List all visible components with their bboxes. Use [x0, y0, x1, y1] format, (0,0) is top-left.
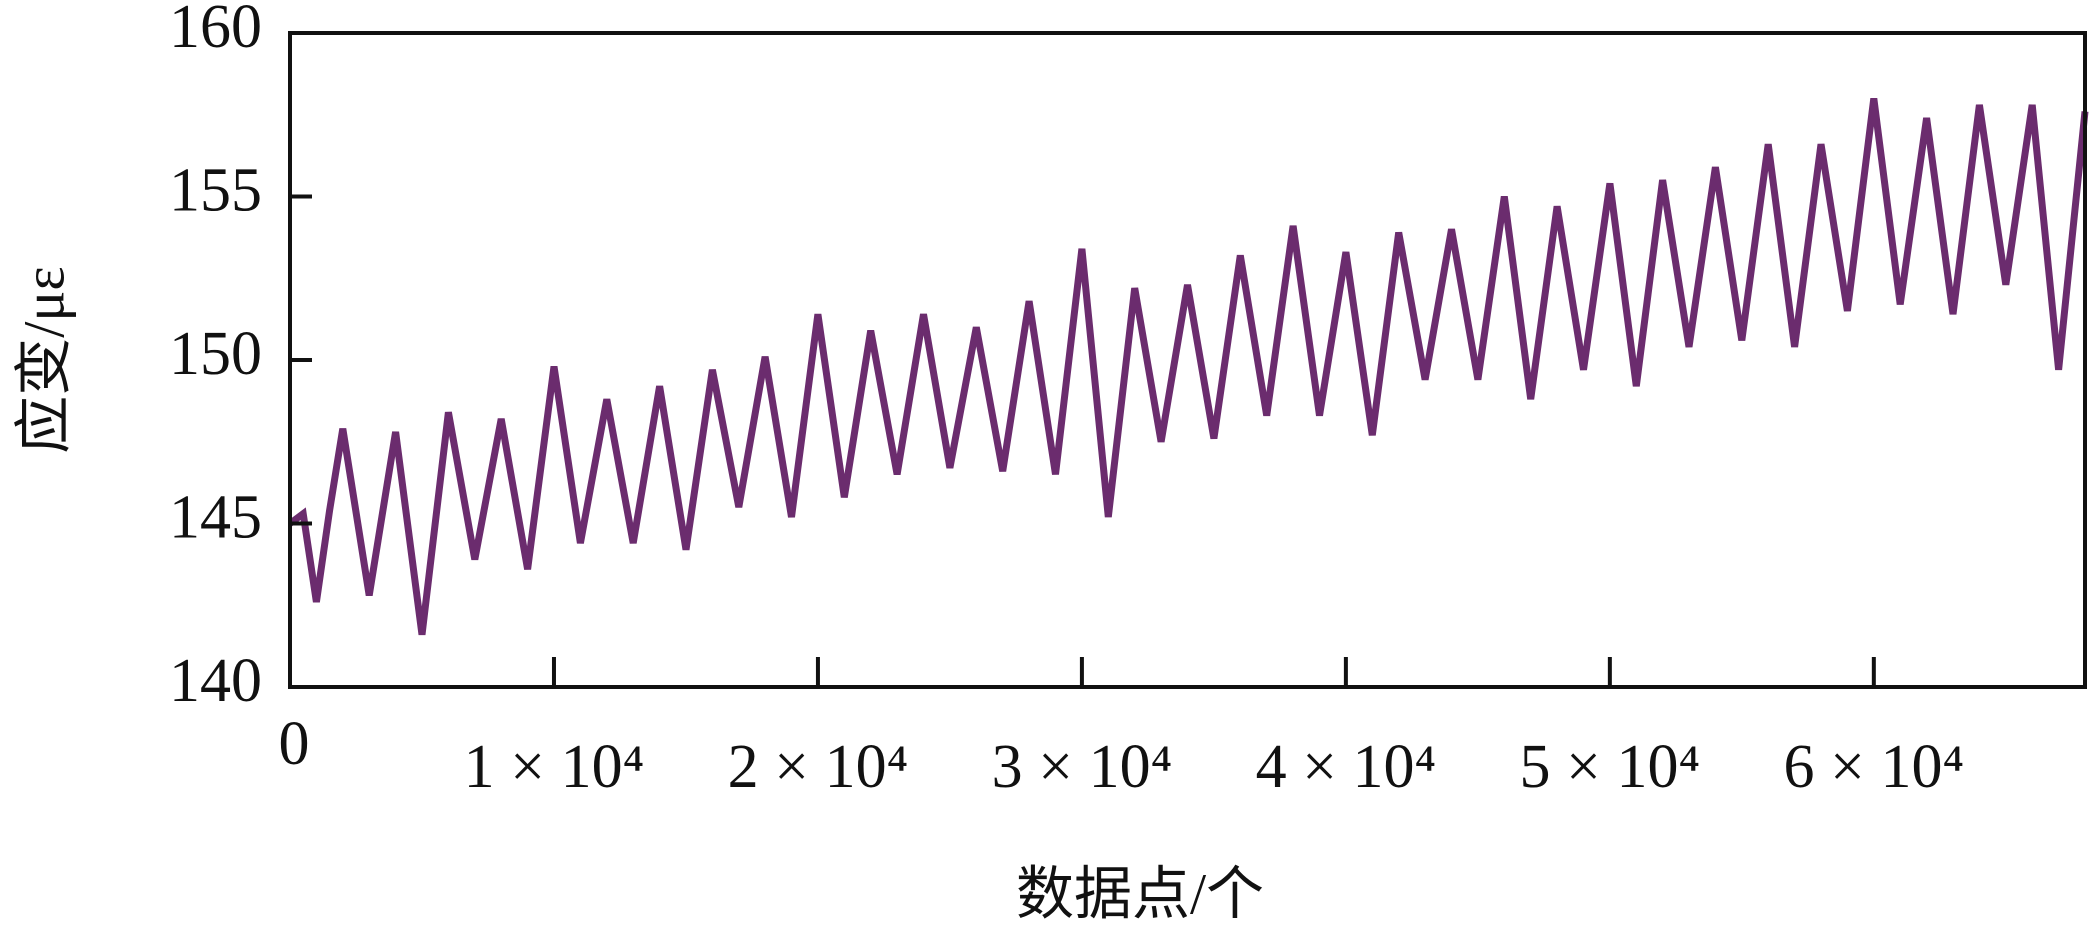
- x-tick-label: 3 × 10⁴: [992, 733, 1173, 801]
- y-tick-label: 140: [169, 647, 262, 715]
- x-tick-label: 2 × 10⁴: [728, 733, 909, 801]
- x-tick-label: 5 × 10⁴: [1520, 733, 1701, 801]
- x-tick-label: 1 × 10⁴: [464, 733, 645, 801]
- y-axis-title: 应变/με: [11, 266, 76, 454]
- x-tick-label: 6 × 10⁴: [1784, 733, 1965, 801]
- y-tick-label: 150: [169, 320, 262, 388]
- data-line: [287, 97, 2089, 636]
- plot-frame: [288, 31, 2087, 689]
- x-axis-title: 数据点/个: [1016, 861, 1264, 926]
- y-tick-label: 145: [169, 484, 262, 552]
- y-tick-label: 160: [169, 0, 262, 61]
- y-tick-label: 155: [169, 157, 262, 225]
- x-tick-label: 0: [279, 710, 310, 778]
- x-tick-label: 4 × 10⁴: [1256, 733, 1437, 801]
